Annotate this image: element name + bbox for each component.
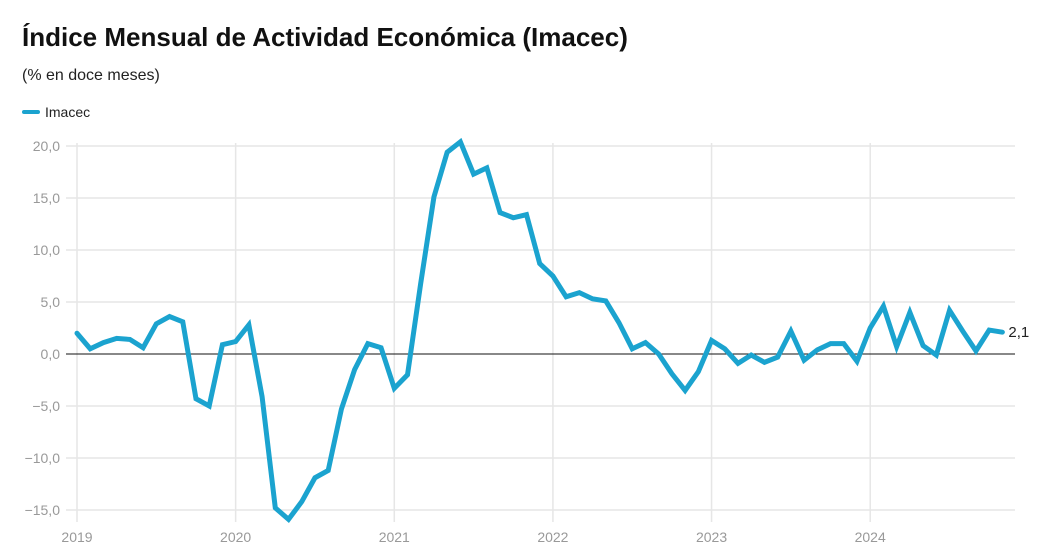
y-tick-label: 15,0 [33,190,60,206]
chart-subtitle: (% en doce meses) [22,67,160,84]
x-tick-label: 2024 [855,529,886,545]
x-tick-label: 2022 [537,529,568,545]
chart-title: Índice Mensual de Actividad Económica (I… [22,22,628,52]
x-tick-label: 2019 [61,529,92,545]
y-tick-label: 0,0 [41,346,61,362]
legend-label: Imacec [45,104,91,120]
y-tick-label: −15,0 [25,502,61,518]
x-tick-label: 2021 [379,529,410,545]
y-tick-label: −5,0 [32,398,60,414]
y-tick-label: −10,0 [25,450,61,466]
end-value-label: 2,1 [1008,324,1029,341]
y-tick-label: 20,0 [33,138,60,154]
y-tick-label: 10,0 [33,242,60,258]
legend: Imacec [22,104,90,120]
legend-swatch [22,110,40,114]
x-tick-label: 2020 [220,529,251,545]
y-tick-label: 5,0 [41,294,61,310]
x-tick-label: 2023 [696,529,727,545]
